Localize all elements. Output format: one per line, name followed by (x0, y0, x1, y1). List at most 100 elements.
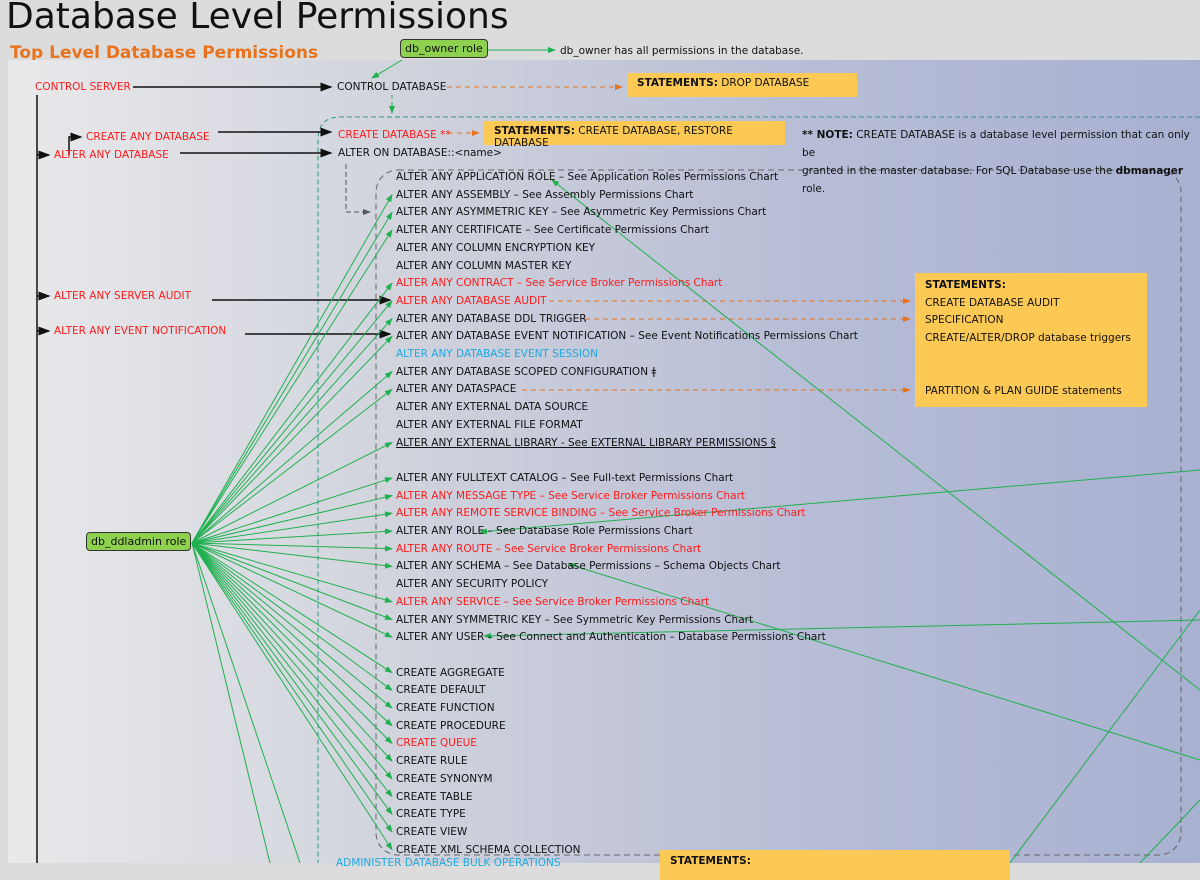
note-prefix: ** NOTE: (802, 129, 853, 141)
permission-item: CREATE PROCEDURE (396, 719, 506, 732)
permission-item: ALTER ANY USER – See Connect and Authent… (396, 631, 826, 644)
ddladmin-arrow (191, 300, 393, 544)
ddladmin-arrow (191, 542, 393, 603)
permission-item: ALTER ANY ASSEMBLY – See Assembly Permis… (396, 188, 694, 201)
permission-item: CREATE RULE (396, 755, 468, 768)
statements-label: STATEMENTS: (670, 855, 751, 867)
permission-item: CREATE AGGREGATE (396, 666, 505, 679)
permission-item: ALTER ANY DATASPACE (396, 383, 517, 396)
ddladmin-arrow (191, 542, 393, 851)
create-database: CREATE DATABASE ** (338, 129, 451, 141)
alter-any-event-notification: ALTER ANY EVENT NOTIFICATION (54, 325, 227, 337)
ddladmin-arrow (191, 542, 393, 780)
permission-item: CREATE VIEW (396, 825, 468, 838)
permission-item: CREATE XML SCHEMA COLLECTION (396, 843, 581, 856)
ddladmin-arrow (191, 542, 393, 674)
ddladmin-arrow (191, 442, 393, 544)
create-any-database: CREATE ANY DATABASE (86, 131, 210, 143)
permission-item: CREATE DEFAULT (396, 684, 486, 697)
statement-text: DROP DATABASE (721, 77, 810, 89)
alter-on-database: ALTER ON DATABASE::<name> (338, 147, 502, 159)
permission-item: ALTER ANY ROUTE – See Service Broker Per… (396, 542, 702, 555)
ddladmin-arrow (191, 211, 393, 544)
permission-item: ALTER ANY EXTERNAL DATA SOURCE (396, 401, 589, 414)
permission-item: ALTER ANY DATABASE EVENT NOTIFICATION – … (396, 330, 858, 343)
permission-item: ALTER ANY FULLTEXT CATALOG – See Full-te… (396, 471, 734, 484)
permission-item: ALTER ANY EXTERNAL LIBRARY - See EXTERNA… (396, 436, 776, 449)
ddladmin-arrow (191, 542, 271, 863)
permission-item: ALTER ANY SERVICE – See Service Broker P… (396, 595, 710, 608)
note-text: granted in the master database. For SQL … (802, 165, 1116, 177)
ddladmin-arrow (191, 528, 393, 544)
control-database: CONTROL DATABASE (337, 81, 447, 93)
ddladmin-arrow (191, 494, 393, 544)
ddladmin-arrow (191, 542, 393, 816)
statement-text: CREATE DATABASE AUDIT SPECIFICATION (925, 296, 1060, 327)
alter-any-server-audit: ALTER ANY SERVER AUDIT (54, 290, 191, 302)
ddladmin-arrow (191, 371, 393, 544)
statements-bulk: STATEMENTS: (660, 850, 1010, 880)
ddladmin-arrow (191, 193, 393, 544)
permission-item: ALTER ANY SCHEMA – See Database Permissi… (396, 560, 781, 573)
permission-item: CREATE QUEUE (396, 737, 477, 750)
db-ddladmin-role: db_ddladmin role (86, 532, 192, 551)
ddladmin-arrow (191, 282, 393, 544)
ddladmin-arrow (191, 542, 393, 691)
permission-item: ALTER ANY MESSAGE TYPE – See Service Bro… (396, 489, 745, 502)
statement-text: CREATE DATABASE, RESTORE DATABASE (494, 125, 733, 149)
ddladmin-arrow (191, 542, 393, 745)
ddladmin-arrow (191, 388, 393, 544)
statements-label: STATEMENTS: (637, 77, 718, 89)
diagram-canvas (8, 60, 1200, 863)
permission-item: ALTER ANY DATABASE EVENT SESSION (396, 348, 599, 360)
permission-item: ALTER ANY REMOTE SERVICE BINDING – See S… (396, 507, 806, 520)
db-owner-role: db_owner role (400, 39, 488, 58)
permission-item: ALTER ANY SYMMETRIC KEY – See Symmetric … (396, 613, 754, 626)
permission-item: ALTER ANY ASYMMETRIC KEY – See Asymmetri… (396, 206, 767, 219)
permission-item: ALTER ANY EXTERNAL FILE FORMAT (396, 418, 583, 431)
note-dbmanager: dbmanager (1115, 165, 1184, 177)
page-title: Database Level Permissions (6, 0, 509, 37)
permission-item: CREATE TABLE (396, 790, 473, 803)
permission-item: ALTER ANY SECURITY POLICY (396, 578, 549, 591)
note-text: role. (802, 183, 826, 195)
permission-item: ALTER ANY COLUMN MASTER KEY (396, 259, 572, 272)
permission-item: ALTER ANY DATABASE AUDIT (396, 294, 547, 307)
ddladmin-arrow (191, 542, 393, 727)
ddladmin-arrow (191, 542, 301, 863)
ddladmin-arrow (191, 317, 393, 544)
permission-item: ALTER ANY APPLICATION ROLE – See Applica… (396, 171, 779, 183)
create-database-note: ** NOTE: CREATE DATABASE is a database l… (802, 126, 1197, 198)
permission-item: ALTER ANY DATABASE DDL TRIGGER (396, 312, 587, 325)
ddladmin-arrow (191, 542, 393, 638)
statements-label: STATEMENTS: (925, 279, 1006, 291)
db-owner-note: db_owner has all permissions in the data… (560, 45, 804, 57)
note-text: CREATE DATABASE is a database level perm… (802, 129, 1190, 159)
administer-database-bulk-operations: ADMINISTER DATABASE BULK OPERATIONS (336, 857, 561, 869)
permission-item: CREATE FUNCTION (396, 702, 495, 714)
statement-text: CREATE/ALTER/DROP database triggers (925, 332, 1131, 345)
ddladmin-arrow (191, 477, 393, 544)
statements-create-database: STATEMENTS: CREATE DATABASE, RESTORE DAT… (484, 121, 785, 149)
ddladmin-arrow (191, 542, 393, 709)
ddladmin-arrow (191, 542, 393, 833)
ddladmin-arrow (191, 542, 393, 552)
section-title: Top Level Database Permissions (10, 43, 319, 63)
permission-item: ALTER ANY DATABASE SCOPED CONFIGURATION … (396, 365, 657, 378)
permission-item: ALTER ANY CERTIFICATE – See Certificate … (396, 224, 709, 237)
permission-item: CREATE SYNONYM (396, 772, 493, 785)
ddladmin-arrow (191, 542, 393, 762)
alter-any-database: ALTER ANY DATABASE (54, 149, 169, 161)
ddladmin-arrow (191, 542, 393, 798)
database-scope-boundary (317, 116, 1200, 863)
ddladmin-arrow (191, 335, 393, 544)
control-server: CONTROL SERVER (35, 81, 131, 93)
statements-drop-database: STATEMENTS: DROP DATABASE (627, 73, 857, 97)
statement-text: PARTITION & PLAN GUIDE statements (925, 385, 1122, 398)
permission-item: CREATE TYPE (396, 808, 466, 821)
ddladmin-arrow (191, 542, 393, 569)
permission-item: ALTER ANY ROLE – See Database Role Permi… (396, 525, 693, 537)
ddladmin-arrow (191, 542, 393, 620)
permission-item: ALTER ANY COLUMN ENCRYPTION KEY (396, 241, 596, 254)
